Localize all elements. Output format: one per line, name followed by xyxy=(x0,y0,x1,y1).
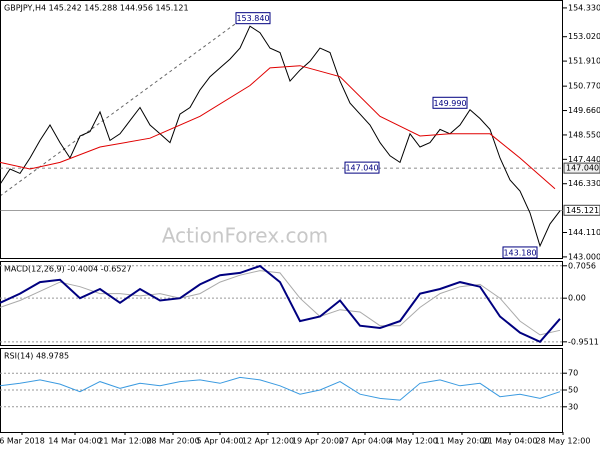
watermark: ActionForex.com xyxy=(162,224,328,248)
panel-title: MACD(12,26,9) -0.4004 -0.6527 xyxy=(4,265,132,274)
annotation-label: 143.180 xyxy=(503,248,536,257)
series-line xyxy=(0,264,561,344)
y-tick-label: 148.550 xyxy=(568,130,600,139)
y-tick-label: 70 xyxy=(568,369,578,378)
level-label: 145.121 xyxy=(566,206,599,215)
annotation-label: 149.990 xyxy=(433,99,466,108)
annotation-label: 153.840 xyxy=(236,14,269,23)
y-tick-label: 0.7056 xyxy=(568,261,596,270)
y-tick-label: 50 xyxy=(568,386,578,395)
series-line xyxy=(0,65,556,190)
x-tick-label: 11 May 20:00 xyxy=(435,437,490,446)
level-label: 147.040 xyxy=(566,164,599,173)
x-tick-label: 5 Apr 04:00 xyxy=(196,437,243,446)
annotation-box xyxy=(432,96,468,109)
x-tick-label: 21 Mar 12:00 xyxy=(98,437,151,446)
x-tick-label: 19 Apr 20:00 xyxy=(292,437,344,446)
x-tick-label: 4 May 12:00 xyxy=(388,437,438,446)
x-tick-label: 14 Mar 04:00 xyxy=(48,437,101,446)
panel-title: GBPJPY,H4 145.242 145.288 144.956 145.12… xyxy=(4,4,189,13)
x-tick-label: 28 Mar 20:00 xyxy=(146,437,199,446)
y-tick-label: 30 xyxy=(568,402,578,411)
annotation-box xyxy=(502,246,538,259)
annotation-box xyxy=(235,12,271,25)
y-tick-label: 153.020 xyxy=(568,32,600,41)
y-tick-label: 154.330 xyxy=(568,3,600,12)
y-tick-label: 147.440 xyxy=(568,155,600,164)
x-tick-label: 6 Mar 2018 xyxy=(0,437,45,446)
y-tick-label: 146.330 xyxy=(568,179,600,188)
y-tick-label: 143.000 xyxy=(568,252,600,261)
y-tick-label: 149.660 xyxy=(568,106,600,115)
y-tick-label: 144.110 xyxy=(568,228,600,237)
y-tick-label: 151.910 xyxy=(568,57,600,66)
x-tick-label: 28 May 12:00 xyxy=(536,437,591,446)
annotation-label: 147.040 xyxy=(345,164,378,173)
level-label-box xyxy=(563,162,600,174)
annotation-box xyxy=(344,161,380,174)
y-tick-label: 150.770 xyxy=(568,82,600,91)
panel-title: RSI(14) 48.9785 xyxy=(4,352,69,361)
y-tick-label: 0.00 xyxy=(568,294,586,303)
level-label-box xyxy=(563,204,600,216)
panel-frame xyxy=(0,0,563,259)
x-tick-label: 27 Apr 04:00 xyxy=(339,437,391,446)
series-line xyxy=(0,25,561,248)
trend-line xyxy=(0,15,247,197)
x-tick-label: 21 May 04:00 xyxy=(483,437,538,446)
x-tick-label: 12 Apr 12:00 xyxy=(242,437,294,446)
series-line xyxy=(0,376,561,401)
y-tick-label: -0.9511 xyxy=(568,337,599,346)
